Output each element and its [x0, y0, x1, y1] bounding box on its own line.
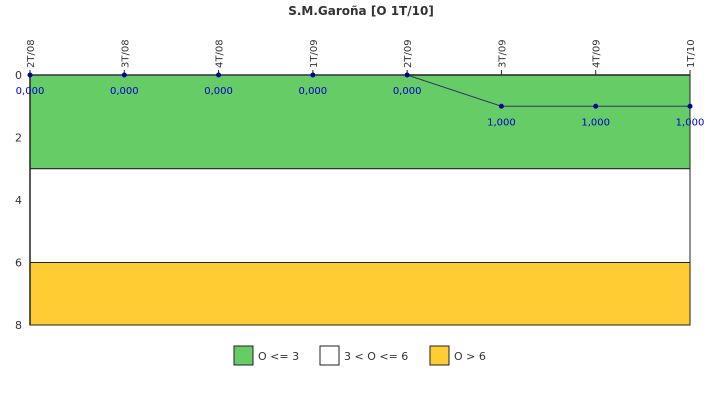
x-tick-label: 3T/08 [120, 39, 131, 68]
y-tick-label: 6 [15, 257, 22, 270]
y-tick-label: 0 [15, 69, 22, 82]
legend: O <= 3 3 < O <= 6 O > 6 [233, 345, 486, 366]
legend-swatch [319, 345, 340, 366]
legend-label: 3 < O <= 6 [344, 350, 408, 363]
y-tick-label: 4 [15, 194, 22, 207]
x-tick-label: 2T/09 [403, 39, 414, 68]
legend-swatch [233, 345, 254, 366]
bands [29, 74, 691, 326]
data-point [216, 72, 222, 78]
y-tick-label: 2 [15, 132, 22, 145]
data-label: 0,000 [110, 86, 139, 97]
x-tick-label: 1T/10 [686, 39, 697, 68]
tick-labels: 0 2 4 6 8 2T/08 3T/08 4T/08 1T/09 2T/09 3T/09 4T/09… [15, 39, 697, 332]
series: 0,000 0,000 0,000 0,000 0,000 1,000 1,000 1,000 [16, 72, 705, 128]
data-label: 0,000 [204, 86, 233, 97]
legend-swatch [429, 345, 450, 366]
band-1 [29, 168, 691, 263]
series-line [30, 74, 690, 107]
x-tick-label: 4T/08 [215, 39, 226, 68]
data-point [593, 103, 599, 109]
data-label: 0,000 [393, 86, 422, 97]
x-tick-label: 4T/09 [592, 39, 603, 68]
y-tick-label: 8 [15, 319, 22, 332]
legend-label: O <= 3 [258, 350, 299, 363]
data-point [310, 72, 316, 78]
data-point [121, 72, 127, 78]
data-point [404, 72, 410, 78]
band-2 [29, 262, 691, 326]
data-label: 0,000 [299, 86, 328, 97]
data-point [687, 103, 693, 109]
legend-label: O > 6 [454, 350, 486, 363]
data-point [498, 103, 504, 109]
data-label: 0,000 [16, 86, 45, 97]
data-point [27, 72, 33, 78]
x-tick-label: 1T/09 [309, 39, 320, 68]
x-tick-label: 2T/08 [26, 39, 37, 68]
band-0 [29, 74, 691, 170]
data-label: 1,000 [581, 117, 610, 128]
data-label: 1,000 [487, 117, 516, 128]
chart-title: S.M.Garoña [O 1T/10] [288, 4, 434, 18]
data-label: 1,000 [676, 117, 705, 128]
x-tick-label: 3T/09 [497, 39, 508, 68]
